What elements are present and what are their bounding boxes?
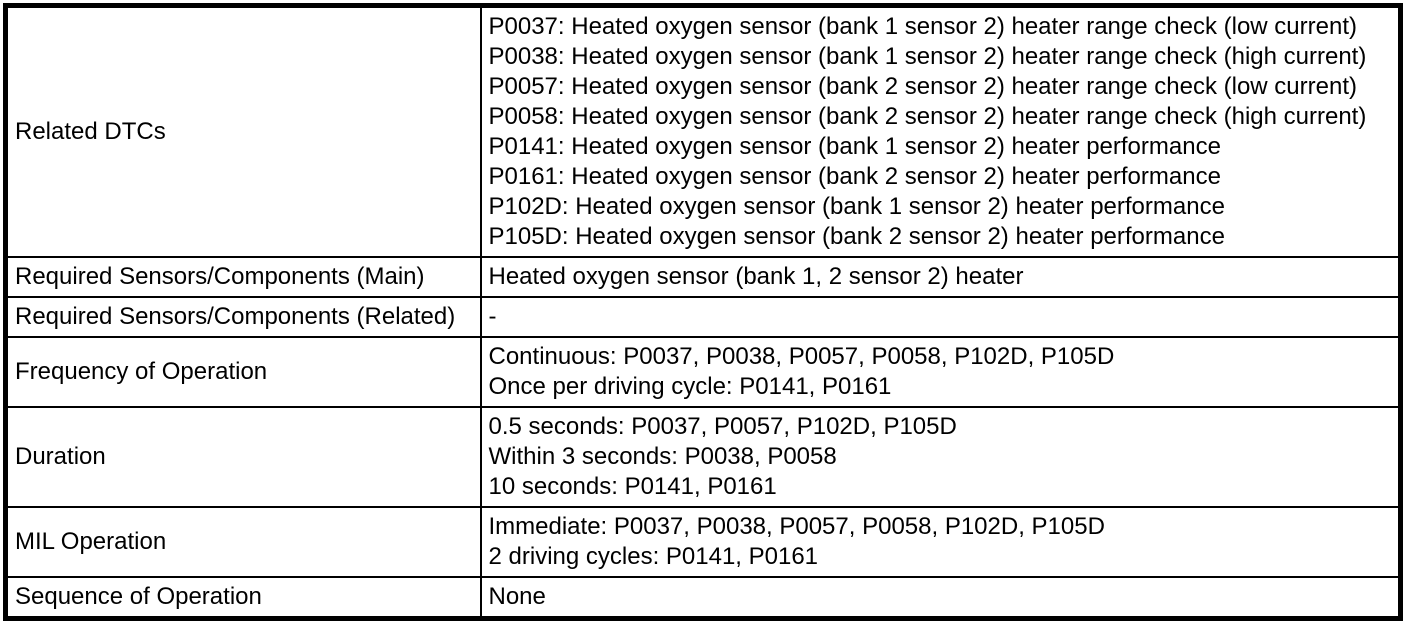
value-line: P0141: Heated oxygen sensor (bank 1 sens…	[488, 133, 1221, 160]
value-line: 0.5 seconds: P0037, P0057, P102D, P105D	[488, 413, 957, 440]
row-label-required-sensors-components-related: Required Sensors/Components (Related)	[4, 296, 482, 338]
value-line: P105D: Heated oxygen sensor (bank 2 sens…	[488, 223, 1225, 250]
table-row: Required Sensors/Components (Related) -	[4, 296, 1402, 338]
value-line: Once per driving cycle: P0141, P0161	[488, 373, 892, 400]
value-line: P0161: Heated oxygen sensor (bank 2 sens…	[488, 163, 1221, 190]
value-line: None	[488, 583, 546, 610]
value-line: 2 driving cycles: P0141, P0161	[488, 543, 819, 570]
row-label-sequence-of-operation: Sequence of Operation	[4, 576, 482, 620]
row-label-required-sensors-components-main: Required Sensors/Components (Main)	[4, 256, 482, 298]
value-line: 10 seconds: P0141, P0161	[488, 473, 777, 500]
value-line: -	[488, 303, 497, 330]
table-row: Related DTCs P0037: Heated oxygen sensor …	[4, 4, 1402, 258]
row-value-required-sensors-components-related: -	[479, 296, 1402, 338]
row-label-duration: Duration	[4, 406, 482, 508]
value-line: Heated oxygen sensor (bank 1, 2 sensor 2…	[488, 263, 1024, 290]
value-line: P0058: Heated oxygen sensor (bank 2 sens…	[488, 103, 1367, 130]
spec-table-body: Related DTCs P0037: Heated oxygen sensor …	[4, 4, 1402, 620]
row-value-mil-operation: Immediate: P0037, P0038, P0057, P0058, P…	[479, 506, 1402, 578]
table-row: Required Sensors/Components (Main) Heated…	[4, 256, 1402, 298]
value-line: P0038: Heated oxygen sensor (bank 1 sens…	[488, 43, 1367, 70]
row-value-sequence-of-operation: None	[479, 576, 1402, 620]
row-value-related-dtcs: P0037: Heated oxygen sensor (bank 1 sens…	[479, 4, 1402, 258]
row-value-required-sensors-components-main: Heated oxygen sensor (bank 1, 2 sensor 2…	[479, 256, 1402, 298]
table-row: Duration 0.5 seconds: P0037, P0057, P102D…	[4, 406, 1402, 508]
dtc-spec-table: Related DTCs P0037: Heated oxygen sensor …	[3, 3, 1403, 621]
value-line: Immediate: P0037, P0038, P0057, P0058, P…	[488, 513, 1105, 540]
value-line: P0037: Heated oxygen sensor (bank 1 sens…	[488, 13, 1357, 40]
row-value-duration: 0.5 seconds: P0037, P0057, P102D, P105D W…	[479, 406, 1402, 508]
value-line: Within 3 seconds: P0038, P0058	[488, 443, 837, 470]
row-value-frequency-of-operation: Continuous: P0037, P0038, P0057, P0058, …	[479, 336, 1402, 408]
table-row: Frequency of Operation Continuous: P0037,…	[4, 336, 1402, 408]
row-label-frequency-of-operation: Frequency of Operation	[4, 336, 482, 408]
table-row: Sequence of Operation None	[4, 576, 1402, 620]
table-row: MIL Operation Immediate: P0037, P0038, P0…	[4, 506, 1402, 578]
value-line: P0057: Heated oxygen sensor (bank 2 sens…	[488, 73, 1357, 100]
value-line: P102D: Heated oxygen sensor (bank 1 sens…	[488, 193, 1225, 220]
row-label-related-dtcs: Related DTCs	[4, 4, 482, 258]
value-line: Continuous: P0037, P0038, P0057, P0058, …	[488, 343, 1115, 370]
row-label-mil-operation: MIL Operation	[4, 506, 482, 578]
